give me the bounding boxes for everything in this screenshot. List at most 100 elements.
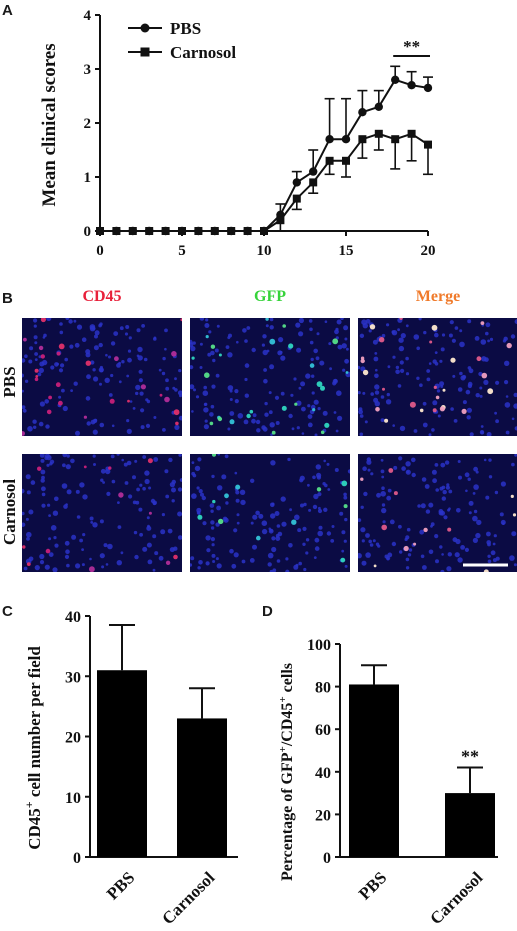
nucleus: [460, 545, 465, 550]
nucleus: [190, 563, 193, 567]
nucleus: [178, 369, 182, 373]
nucleus: [293, 377, 297, 381]
nucleus: [48, 537, 52, 541]
micrograph-carnosol-merge: [358, 454, 517, 572]
nucleus: [276, 559, 281, 563]
nucleus: [44, 564, 50, 570]
nucleus: [493, 534, 497, 538]
nucleus: [111, 479, 116, 484]
nucleus: [145, 423, 151, 428]
nucleus: [294, 514, 300, 521]
bar-carnosol: [445, 793, 495, 857]
nucleus: [29, 346, 34, 351]
data-point-pbs: [374, 102, 383, 112]
nucleus: [375, 368, 378, 372]
nucleus: [340, 318, 344, 320]
nucleus: [298, 561, 302, 566]
nucleus: [459, 329, 463, 333]
nucleus: [100, 468, 106, 474]
nucleus: [434, 362, 439, 366]
x-tick-label: 10: [257, 243, 272, 259]
nucleus: [34, 352, 38, 356]
nucleus: [505, 395, 509, 398]
chart-c-y-axis-label: CD45+ cell number per field: [22, 646, 44, 850]
nucleus: [209, 412, 214, 417]
nucleus: [251, 418, 256, 424]
nucleus: [79, 538, 83, 543]
nucleus: [359, 414, 364, 418]
nucleus: [434, 351, 438, 354]
nucleus: [467, 477, 471, 481]
nucleus: [290, 393, 294, 397]
nucleus: [501, 522, 505, 525]
legend-marker: [140, 47, 150, 57]
nucleus: [361, 560, 367, 566]
nucleus: [244, 363, 250, 368]
nucleus: [386, 323, 390, 327]
nucleus: [236, 340, 239, 344]
nucleus: [93, 345, 99, 351]
nucleus: [279, 350, 283, 354]
nucleus: [475, 393, 480, 398]
nucleus: [24, 354, 28, 358]
positive-cell: [89, 566, 95, 572]
data-point-carnosol: [194, 227, 203, 235]
nucleus: [324, 320, 328, 323]
category-label-pbs: PBS: [355, 868, 390, 903]
nucleus: [432, 400, 438, 406]
nucleus: [236, 513, 240, 517]
nucleus: [307, 414, 313, 419]
nucleus: [44, 399, 49, 404]
nucleus: [34, 565, 40, 571]
nucleus: [381, 333, 386, 338]
positive-cell: [148, 511, 152, 515]
nucleus: [328, 342, 332, 346]
nucleus: [487, 559, 492, 564]
nucleus: [263, 368, 267, 372]
nucleus: [244, 377, 248, 382]
nucleus: [513, 403, 517, 409]
nucleus: [381, 507, 387, 514]
nucleus: [499, 512, 504, 517]
positive-cell: [108, 466, 112, 470]
nucleus: [386, 557, 390, 561]
nucleus: [278, 337, 284, 343]
nucleus: [216, 324, 220, 328]
positive-cell: [375, 407, 380, 412]
nucleus: [456, 508, 461, 513]
nucleus: [466, 407, 472, 413]
nucleus: [162, 428, 166, 432]
nucleus: [223, 517, 229, 523]
nucleus: [360, 505, 364, 509]
nucleus: [334, 329, 339, 335]
nucleus: [468, 500, 474, 506]
nucleus: [236, 521, 240, 525]
positive-cell: [118, 492, 124, 498]
positive-cell: [379, 337, 385, 343]
nucleus: [139, 483, 143, 487]
nucleus: [374, 384, 380, 390]
nucleus: [358, 391, 361, 395]
nucleus: [65, 464, 71, 470]
nucleus: [368, 329, 372, 333]
data-point-carnosol: [358, 135, 367, 144]
panel-label-a: A: [2, 2, 13, 19]
nucleus: [270, 460, 276, 466]
nucleus: [177, 390, 182, 396]
nucleus: [22, 522, 26, 527]
nucleus: [121, 360, 125, 364]
nucleus: [431, 469, 437, 475]
nucleus: [370, 472, 374, 476]
y-tick-label: 40: [65, 609, 81, 626]
nucleus: [337, 344, 343, 350]
micrograph-image: [22, 454, 182, 572]
column-header-cd45: CD45: [82, 288, 122, 305]
nucleus: [239, 489, 246, 495]
nucleus: [33, 324, 37, 328]
nucleus: [138, 369, 143, 374]
y-tick-label: 4: [84, 8, 92, 24]
nucleus: [365, 319, 371, 324]
nucleus: [246, 326, 251, 330]
nucleus: [76, 515, 81, 519]
nucleus: [22, 389, 24, 393]
